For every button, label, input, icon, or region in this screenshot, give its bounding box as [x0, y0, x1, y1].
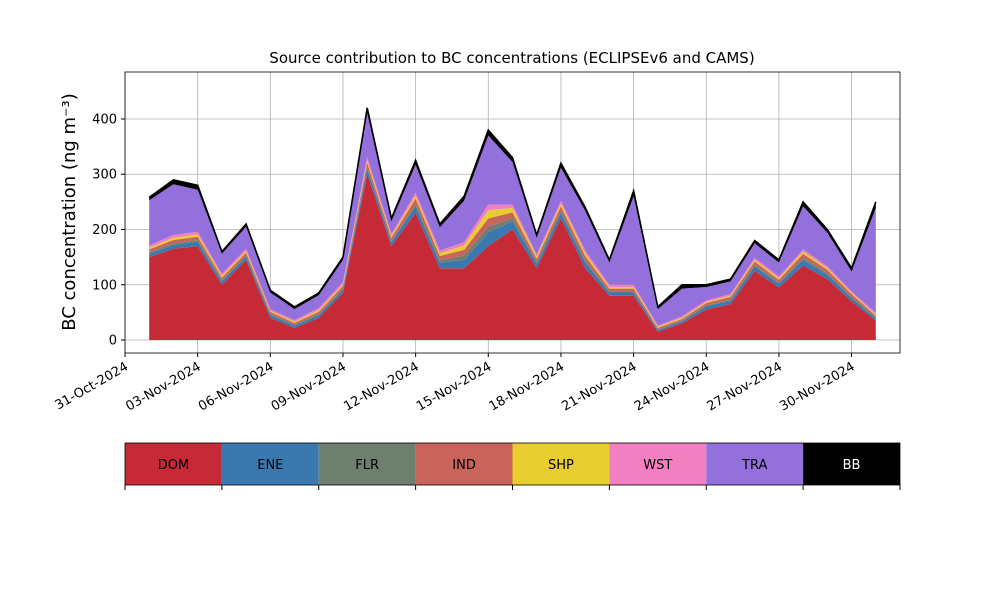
x-tick-label: 06-Nov-2024 — [196, 359, 276, 414]
legend-swatch — [512, 443, 610, 485]
legend-label: WST — [643, 458, 672, 473]
x-tick-label: 18-Nov-2024 — [487, 359, 567, 414]
legend-frame — [124, 442, 901, 486]
x-tick-label: 15-Nov-2024 — [414, 359, 494, 414]
legend-label: SHP — [548, 458, 574, 473]
x-tick-label: 12-Nov-2024 — [341, 359, 421, 414]
x-tick-label: 24-Nov-2024 — [632, 359, 712, 414]
legend-label: BB — [843, 458, 861, 473]
legend-swatch — [803, 443, 900, 485]
legend-swatch — [415, 443, 513, 485]
legend-swatch — [125, 443, 222, 485]
area — [149, 174, 876, 340]
x-tick-label: 03-Nov-2024 — [123, 359, 203, 414]
chart-title: Source contribution to BC concentrations… — [269, 49, 754, 67]
x-tick-label: 31-Oct-2024 — [53, 359, 131, 413]
x-tick-label: 21-Nov-2024 — [559, 359, 639, 414]
x-tick-label: 09-Nov-2024 — [269, 359, 349, 414]
legend-label: TRA — [741, 458, 767, 473]
legend-swatch — [318, 443, 416, 485]
total-line — [148, 107, 877, 309]
y-tick-label: 200 — [92, 223, 117, 238]
legend-label: IND — [452, 458, 476, 473]
y-tick-label: 400 — [92, 112, 117, 127]
legend-swatch — [221, 443, 319, 485]
legend-swatch — [609, 443, 707, 485]
x-tick-label: 27-Nov-2024 — [705, 359, 785, 414]
legend-swatch — [706, 443, 804, 485]
legend-label: ENE — [257, 458, 283, 473]
y-axis-label: BC concentration (ng m⁻³) — [59, 93, 80, 331]
y-tick-label: 300 — [92, 168, 117, 183]
x-tick-label: 30-Nov-2024 — [777, 359, 857, 414]
legend-label: DOM — [158, 458, 189, 473]
y-tick-label: 0 — [109, 334, 117, 349]
plot-frame — [124, 71, 901, 354]
y-tick-label: 100 — [92, 278, 117, 293]
legend-label: FLR — [355, 458, 379, 473]
